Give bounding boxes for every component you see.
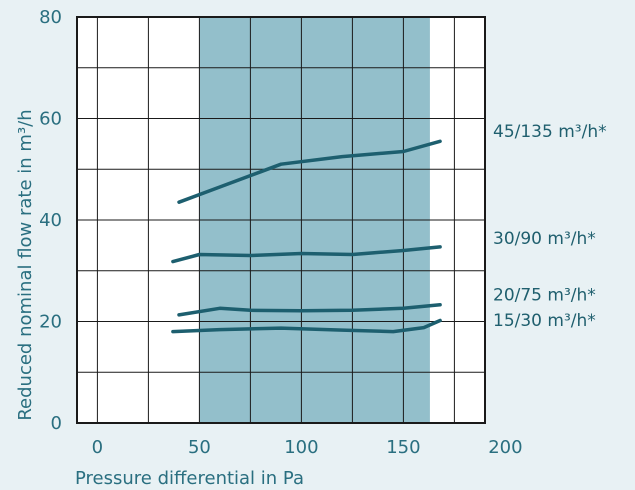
- y-tick-label: 20: [39, 312, 62, 333]
- grid-lines: [77, 17, 485, 423]
- x-tick-label: 50: [188, 437, 211, 458]
- x-tick-labels: 0 50 100 150 200: [92, 437, 523, 458]
- series-label: 45/135 m³/h*: [493, 122, 607, 142]
- x-tick-label: 150: [386, 437, 420, 458]
- series-label: 15/30 m³/h*: [493, 311, 596, 331]
- x-tick-label: 100: [284, 437, 318, 458]
- x-tick-label: 200: [488, 437, 522, 458]
- series-label: 20/75 m³/h*: [493, 286, 596, 306]
- series-label: 30/90 m³/h*: [493, 229, 596, 249]
- series-line: [177, 303, 442, 317]
- series-line: [177, 139, 442, 204]
- y-tick-label: 80: [39, 7, 62, 28]
- y-tick-label: 60: [39, 109, 62, 130]
- x-tick-label: 0: [92, 437, 103, 458]
- series-line: [171, 245, 442, 264]
- series-labels: 45/135 m³/h* 30/90 m³/h* 20/75 m³/h* 15/30 …: [493, 122, 607, 331]
- series-line: [171, 318, 442, 334]
- series-lines: [171, 139, 442, 334]
- y-tick-labels: 0 20 40 60 80: [39, 7, 62, 434]
- y-tick-label: 40: [39, 210, 62, 231]
- y-axis-title: Reduced nominal flow rate in m³/h: [15, 109, 36, 420]
- plot-frame: [76, 16, 486, 424]
- y-tick-label: 0: [51, 413, 62, 434]
- x-axis-title: Pressure differential in Pa: [75, 468, 304, 489]
